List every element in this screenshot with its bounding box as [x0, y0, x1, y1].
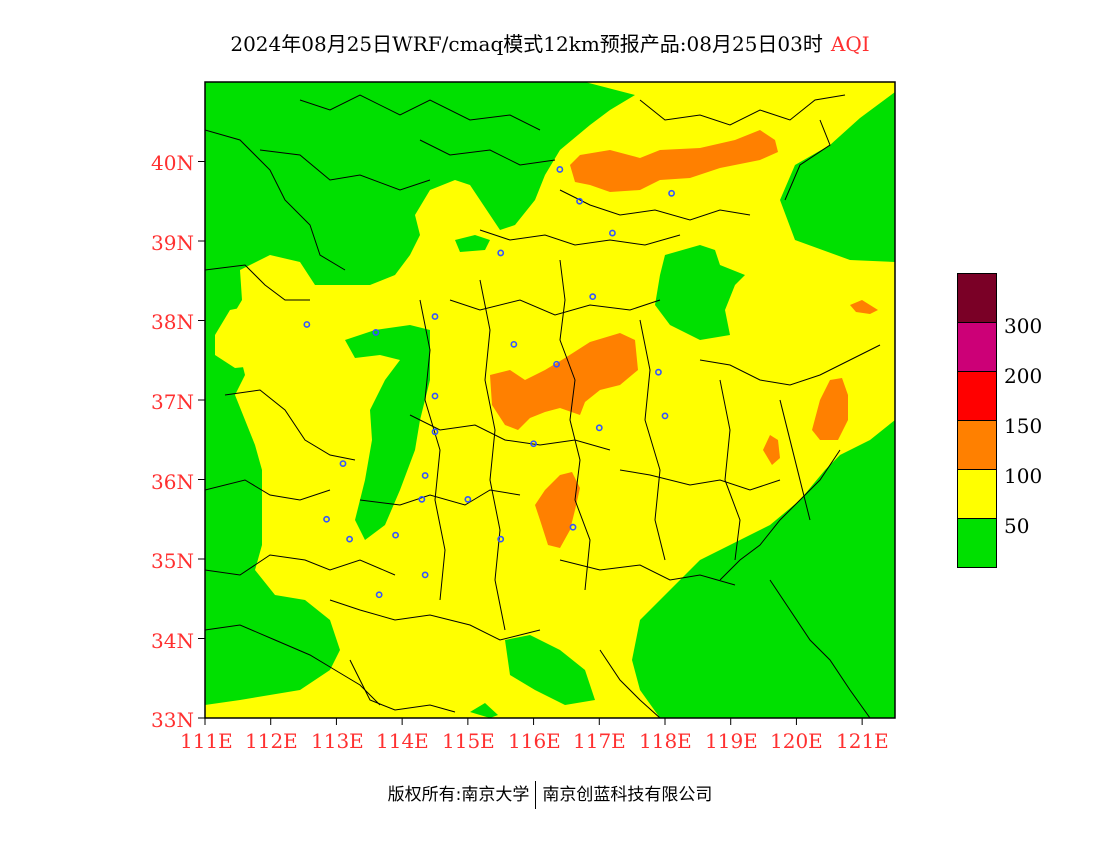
aqi-good-pocket-henan [505, 635, 595, 705]
station-marker [346, 535, 353, 543]
aqi-good-pocket-hebei [655, 245, 745, 340]
legend-label-300: 300 [1004, 314, 1043, 338]
legend-swatch-unhealthy [957, 371, 997, 421]
lon-label-116e: 116E [508, 729, 561, 753]
legend-swatch-good [957, 518, 997, 568]
aqi-good-pocket-north [455, 235, 490, 252]
station-marker [431, 392, 439, 400]
legend-label-50: 50 [1004, 514, 1030, 538]
title-main: 2024年08月25日WRF/cmaq模式12km预报产品:08月25日03时 [230, 32, 823, 56]
aqi-legend [957, 273, 997, 568]
station-marker [497, 249, 505, 257]
aqi-sensitive-zone-south [535, 472, 580, 548]
admin-boundaries [205, 94, 881, 718]
aqi-moderate-zone-west [215, 305, 280, 368]
station-marker [464, 495, 472, 503]
aqi-good-pocket-shanxi [345, 325, 430, 540]
station-marker [375, 591, 383, 599]
lat-label-40n: 40N [151, 151, 194, 175]
aqi-sensitive-zone-beijing [570, 130, 778, 192]
lon-label-115e: 115E [442, 729, 495, 753]
legend-swatch-hazardous [957, 273, 997, 323]
station-marker [569, 523, 577, 531]
station-marker [556, 166, 564, 173]
axis-ticks [198, 161, 863, 725]
aqi-sensitive-zone-central [490, 333, 638, 430]
station-marker [668, 189, 675, 197]
aqi-good-pocket-south [470, 703, 498, 718]
legend-label-100: 100 [1004, 464, 1043, 488]
lon-label-111e: 111E [180, 729, 233, 753]
station-marker [661, 412, 669, 420]
legend-swatch-sensitive [957, 420, 997, 470]
lat-label-36n: 36N [151, 470, 194, 494]
lon-label-117e: 117E [573, 729, 626, 753]
lon-label-121e: 121E [836, 729, 889, 753]
station-marker [421, 571, 429, 579]
station-marker [589, 293, 597, 301]
title-product: AQI [830, 32, 870, 56]
copyright-owner: 版权所有:南京大学 [387, 785, 530, 805]
aqi-sensitive-zone-shandong-east [812, 378, 848, 440]
lon-label-112e: 112E [245, 729, 298, 753]
legend-swatch-very-unhealthy [957, 322, 997, 372]
legend-swatch-moderate [957, 469, 997, 519]
station-marker [530, 440, 537, 448]
lon-label-118e: 118E [639, 729, 692, 753]
station-marker [323, 515, 330, 523]
aqi-sensitive-zone-shandong-small [763, 435, 780, 465]
lat-label-33n: 33N [151, 708, 194, 732]
station-marker [372, 329, 380, 336]
copyright-company: 南京创蓝科技有限公司 [542, 785, 713, 805]
station-marker [595, 424, 603, 432]
lat-label-37n: 37N [151, 390, 194, 414]
station-marker [510, 340, 518, 348]
station-marker [339, 460, 347, 467]
station-marker [418, 495, 426, 503]
lon-label-113e: 113E [311, 729, 364, 753]
station-marker [431, 313, 439, 320]
map-plot-area [205, 82, 895, 718]
aqi-good-pocket-northwest [340, 220, 400, 242]
lon-label-120e: 120E [770, 729, 823, 753]
station-marker [303, 321, 311, 328]
lat-label-35n: 35N [151, 549, 194, 573]
station-marker [497, 535, 505, 543]
aqi-sensitive-zone-sea [850, 300, 878, 314]
station-marker [553, 360, 560, 368]
legend-label-150: 150 [1004, 414, 1043, 438]
footer-divider [535, 781, 537, 809]
lat-label-34n: 34N [151, 629, 194, 653]
monitoring-stations [303, 166, 675, 599]
lon-label-119e: 119E [705, 729, 758, 753]
station-marker [392, 531, 399, 539]
station-marker [609, 229, 616, 237]
legend-label-200: 200 [1004, 364, 1043, 388]
copyright-footer: 版权所有:南京大学 南京创蓝科技有限公司 [0, 780, 1100, 809]
station-marker [655, 368, 662, 376]
lat-label-39n: 39N [151, 231, 194, 255]
lon-label-114e: 114E [376, 729, 429, 753]
map-title: 2024年08月25日WRF/cmaq模式12km预报产品:08月25日03时 A… [0, 28, 1100, 57]
lat-label-38n: 38N [151, 310, 194, 334]
station-marker [576, 197, 583, 205]
station-marker [431, 428, 439, 436]
station-marker [421, 472, 429, 479]
